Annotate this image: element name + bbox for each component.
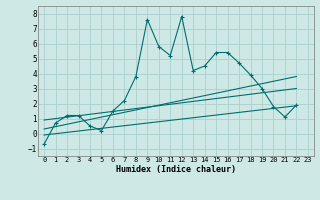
X-axis label: Humidex (Indice chaleur): Humidex (Indice chaleur) (116, 165, 236, 174)
